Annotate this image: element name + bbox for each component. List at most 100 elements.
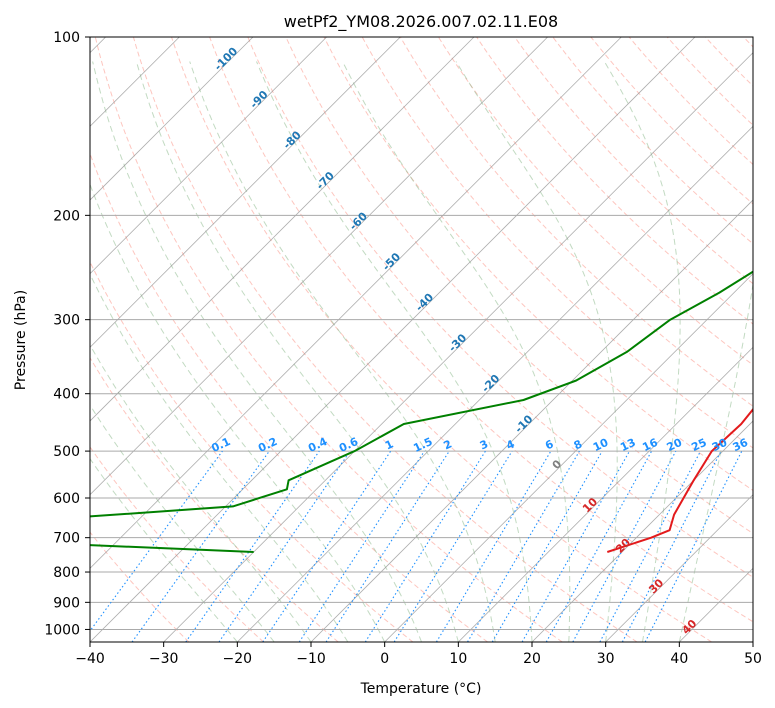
x-tick-label: 50: [744, 651, 762, 667]
isotherm-label: -70: [314, 169, 337, 192]
mixing-ratio-line: [393, 450, 513, 642]
mixing-ratio-label: 6: [543, 437, 556, 452]
mixing-ratio-line: [521, 450, 630, 642]
dry-adiabat-line: [666, 37, 753, 126]
temperature-trace: [606, 407, 753, 553]
y-tick-label: 300: [53, 313, 80, 329]
dry-adiabat-line: [94, 37, 563, 642]
moist-adiabat-line: [678, 281, 753, 642]
y-tick-label: 700: [53, 531, 80, 547]
isotherm-line: [458, 346, 753, 642]
plot-frame: [89, 36, 754, 643]
dry-adiabat-line: [704, 37, 753, 87]
dry-adiabat-line: [285, 37, 753, 535]
dry-adiabat-line: [323, 37, 753, 491]
mixing-ratio-label: 0.2: [256, 435, 279, 455]
isotherm-line: [605, 494, 753, 642]
moist-adiabat-line: [92, 61, 422, 642]
y-tick-label: 800: [53, 565, 80, 581]
moist-adiabat-line: [256, 61, 533, 642]
dry-adiabat-line: [132, 37, 638, 642]
mixing-ratio-label: 36: [731, 436, 751, 454]
mixing-ratio-line: [364, 450, 486, 642]
isotherm-line: [90, 37, 401, 348]
y-tick-label: 400: [53, 387, 80, 403]
isotherm-label: -100: [212, 44, 241, 73]
dry-adiabat-line: [590, 37, 753, 205]
mixing-ratio-line: [545, 450, 653, 642]
isotherm-label: -40: [413, 291, 436, 314]
y-tick-label: 900: [53, 595, 80, 611]
isotherm-line: [237, 125, 753, 642]
moist-adiabat-line: [90, 404, 275, 642]
mixing-ratio-label: 20: [665, 436, 685, 454]
mixing-ratio-label: 13: [618, 436, 637, 454]
mixing-ratio-label: 10: [591, 436, 611, 454]
dry-adiabat-line: [90, 152, 488, 642]
isotherm-line: [90, 37, 548, 496]
y-tick-label: 500: [53, 444, 80, 460]
x-tick-label: 10: [449, 651, 467, 667]
sounding-traces: [90, 270, 753, 553]
moist-adiabat-line: [90, 344, 312, 642]
isotherm-label: -60: [347, 209, 370, 232]
dry-adiabat-line: [552, 37, 753, 245]
mixing-ratio-line: [491, 450, 603, 642]
y-tick-label: 1000: [44, 622, 80, 638]
mixing-ratio-line: [262, 450, 392, 642]
moist-adiabat-line: [90, 182, 386, 642]
isotherm-label: -20: [479, 372, 502, 395]
moist-adiabat-line: [90, 273, 349, 642]
mixing-ratio-line: [435, 450, 552, 642]
x-tick-label: −20: [223, 651, 253, 667]
mixing-ratio-line: [218, 450, 351, 642]
y-tick-label: 200: [53, 208, 80, 224]
y-axis-label: Pressure (hPa): [13, 290, 29, 390]
background-lines: [90, 37, 753, 642]
x-tick-label: 40: [670, 651, 688, 667]
dry-adiabat-line: [171, 37, 712, 642]
y-tick-label: 600: [53, 491, 80, 507]
x-tick-label: 30: [597, 651, 615, 667]
x-tick-label: 0: [380, 651, 389, 667]
x-tick-label: 20: [523, 651, 541, 667]
dewpoint-trace: [90, 270, 753, 553]
isotherm-label: 20: [613, 536, 633, 556]
dry-adiabat-line: [743, 37, 753, 48]
chart-title: wetPf2_YM08.2026.007.02.11.E08: [284, 12, 558, 32]
mixing-ratio-line: [621, 450, 722, 642]
moist-adiabat-line: [603, 61, 681, 642]
isotherm-line: [90, 37, 254, 201]
axis-ticks: −40 −30 −20 −10 0 10 20 30 40 5010020030040050060…: [44, 30, 762, 667]
mixing-ratio-line: [185, 450, 320, 642]
isotherm-line: [384, 273, 753, 642]
isotherm-label: 30: [646, 576, 666, 596]
moist-adiabat-line: [189, 61, 496, 642]
mixing-ratio-label: 1: [383, 437, 395, 452]
moist-adiabat-line: [342, 61, 571, 642]
mixing-ratio-label: 8: [572, 437, 584, 452]
mixing-ratio-label: 30: [710, 436, 730, 454]
dry-adiabat-line: [209, 37, 753, 623]
x-tick-label: −10: [296, 651, 326, 667]
dry-adiabat-line: [437, 37, 753, 366]
isotherm-line: [163, 52, 753, 642]
mixing-ratio-line: [298, 450, 425, 642]
mixing-ratio-line: [325, 450, 450, 642]
mixing-ratio-label: 0.6: [337, 435, 360, 455]
moist-adiabat-line: [135, 61, 459, 642]
x-axis-label: Temperature (°C): [360, 681, 482, 697]
mixing-ratio-label: 16: [640, 436, 660, 454]
isotherm-label: -30: [446, 331, 469, 354]
mixing-ratio-label: 1.5: [411, 435, 434, 455]
mixing-ratio-label: 0.4: [306, 435, 329, 455]
isotherm-line: [90, 37, 475, 422]
x-tick-label: −40: [75, 651, 105, 667]
isotherm-line: [752, 641, 753, 642]
isotherm-label: -90: [247, 88, 270, 111]
mixing-ratio-label: 0.1: [209, 435, 232, 455]
isotherm-label: -50: [380, 250, 403, 273]
dry-adiabat-line: [476, 37, 753, 325]
moist-adiabat-line: [90, 457, 238, 642]
